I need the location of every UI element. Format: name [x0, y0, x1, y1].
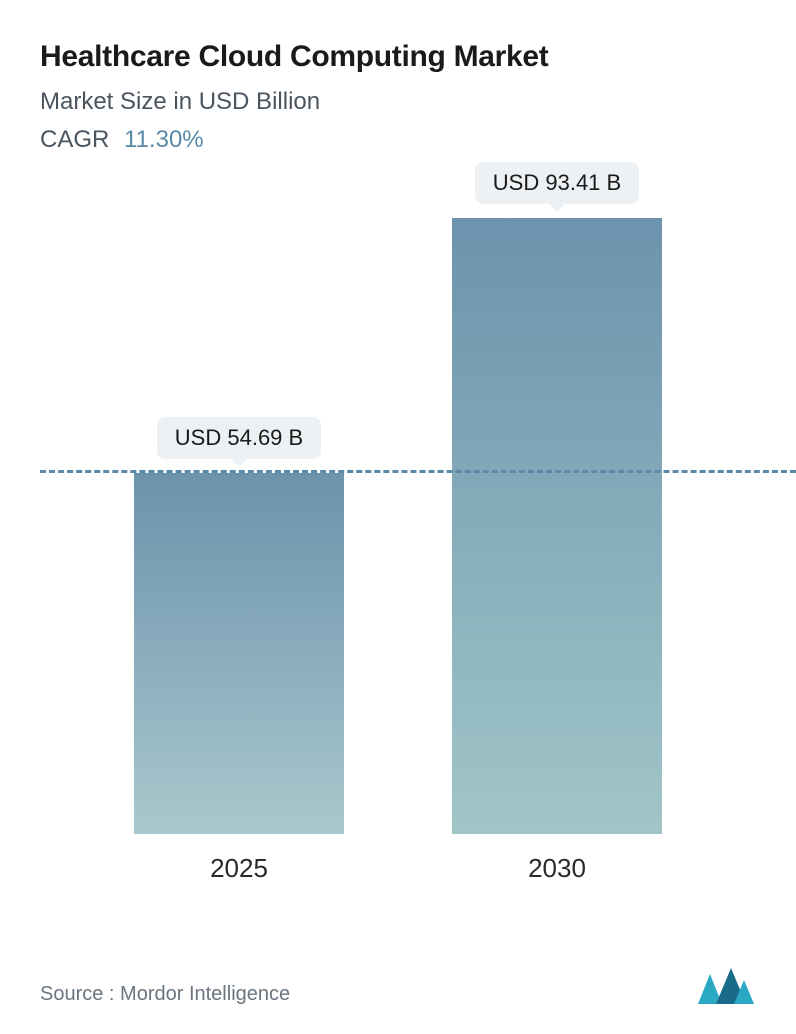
chart-container: Healthcare Cloud Computing Market Market… [0, 0, 796, 1034]
bars-group: USD 54.69 B2025USD 93.41 B2030 [40, 174, 756, 834]
value-label: USD 54.69 B [157, 417, 321, 459]
chart-area: USD 54.69 B2025USD 93.41 B2030 [40, 174, 756, 894]
x-axis-label: 2025 [210, 853, 268, 884]
chart-subtitle: Market Size in USD Billion [40, 88, 756, 116]
mordor-logo-icon [696, 966, 756, 1006]
chart-title: Healthcare Cloud Computing Market [40, 40, 756, 74]
reference-line [40, 470, 796, 473]
source-text: Source : Mordor Intelligence [40, 983, 290, 1006]
cagr-row: CAGR 11.30% [40, 126, 756, 154]
cagr-label: CAGR [40, 126, 109, 153]
cagr-value: 11.30% [124, 126, 204, 153]
bar [134, 473, 344, 834]
footer: Source : Mordor Intelligence [40, 966, 756, 1006]
x-axis-label: 2030 [528, 853, 586, 884]
value-label: USD 93.41 B [475, 162, 639, 204]
bar-group-2025: USD 54.69 B2025 [134, 417, 344, 834]
bar-group-2030: USD 93.41 B2030 [452, 162, 662, 835]
bar [452, 218, 662, 835]
